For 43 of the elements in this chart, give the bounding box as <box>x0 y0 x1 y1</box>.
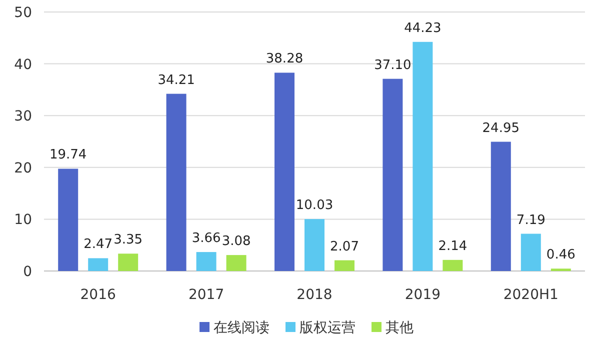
legend-label: 其他 <box>386 320 414 336</box>
y-tick-label: 40 <box>14 56 32 73</box>
y-tick-label: 0 <box>23 264 32 280</box>
bar <box>304 219 324 271</box>
y-tick-label: 20 <box>14 160 32 176</box>
bar <box>58 168 78 271</box>
data-label: 10.03 <box>296 198 334 214</box>
data-label: 37.10 <box>374 58 412 73</box>
bar <box>490 142 511 271</box>
y-tick-label: 50 <box>14 5 32 21</box>
bar <box>196 252 216 271</box>
data-label: 44.23 <box>404 20 442 36</box>
bar <box>88 258 108 271</box>
data-label: 3.66 <box>192 231 221 246</box>
bar <box>166 94 186 271</box>
data-label: 34.21 <box>158 72 195 88</box>
data-label: 38.28 <box>266 52 304 67</box>
bar <box>226 255 246 271</box>
data-label: 2.14 <box>438 238 468 254</box>
legend-label: 版权运营 <box>300 320 356 336</box>
data-label: 2.07 <box>330 239 359 254</box>
bar <box>520 234 541 271</box>
bar <box>412 42 433 271</box>
x-tick-label: 2020H1 <box>503 287 558 303</box>
x-tick-label: 2017 <box>188 287 224 303</box>
data-label: 19.74 <box>49 148 87 163</box>
bar <box>334 260 354 271</box>
bar <box>274 72 294 271</box>
bar <box>382 78 403 271</box>
x-tick-label: 2016 <box>80 287 116 303</box>
data-label: 7.19 <box>516 212 546 228</box>
x-tick-label: 2019 <box>404 287 441 303</box>
data-label: 2.47 <box>84 237 113 252</box>
legend-label: 在线阅读 <box>214 320 270 336</box>
bar <box>118 254 138 271</box>
data-label: 3.08 <box>222 234 251 250</box>
y-tick-label: 10 <box>14 212 32 228</box>
data-label: 3.35 <box>114 232 143 248</box>
data-label: 0.46 <box>546 248 576 263</box>
x-tick-label: 2018 <box>296 287 332 303</box>
y-tick-label: 30 <box>14 108 32 125</box>
bar <box>442 260 463 271</box>
data-label: 24.95 <box>482 120 520 136</box>
